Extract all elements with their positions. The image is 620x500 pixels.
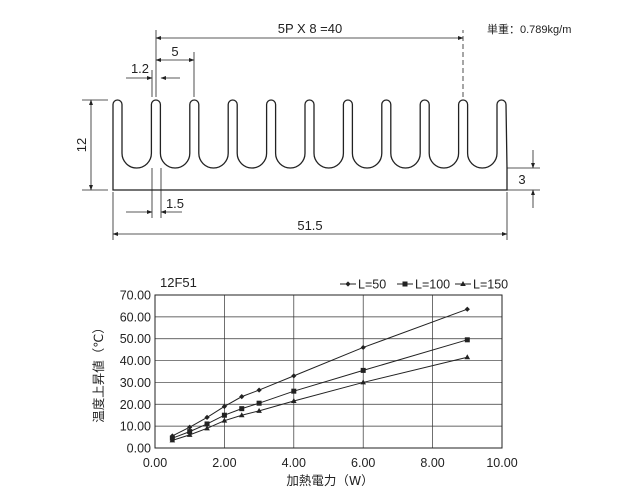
- legend-marker: [402, 281, 408, 287]
- height-dimension: 12: [74, 99, 108, 191]
- chart-legend: L=50 L=100 L=150: [340, 278, 508, 292]
- chart: 12F51 0.00 2.00 4.00 6.00 8.00 10.00 0.00 10.0…: [91, 275, 518, 488]
- fin-thickness-dimension: 1.2: [126, 61, 180, 97]
- y-tick-label: 70.00: [120, 289, 151, 303]
- height-label: 12: [74, 138, 89, 152]
- width-dimension: 51.5: [112, 192, 508, 240]
- x-tick-label: 0.00: [143, 456, 167, 470]
- data-point: [291, 373, 297, 379]
- data-point: [204, 414, 210, 420]
- data-point: [239, 394, 245, 400]
- x-tick-label: 6.00: [351, 456, 375, 470]
- x-axis-label: 加熱電力（W）: [286, 473, 373, 488]
- legend-label: L=100: [415, 278, 450, 292]
- legend-item: L=50: [340, 278, 386, 292]
- y-tick-labels: 0.00 10.00 20.00 30.00 40.00 50.00 60.00 70.00: [120, 289, 151, 456]
- data-point: [238, 412, 245, 418]
- x-tick-label: 10.00: [486, 456, 517, 470]
- data-point: [186, 431, 193, 437]
- data-point: [256, 387, 262, 393]
- weight-label: 単重：0.789kg/m: [487, 22, 571, 36]
- data-point: [360, 379, 366, 385]
- fin-pitch-dimension: 5: [155, 44, 195, 97]
- data-point: [187, 424, 193, 430]
- y-tick-label: 50.00: [120, 332, 151, 346]
- data-point: [221, 412, 227, 418]
- y-tick-label: 0.00: [127, 442, 151, 456]
- legend-item: L=100: [397, 278, 450, 292]
- fin-thickness-label: 1.2: [131, 61, 149, 76]
- heatsink-outline: [112, 99, 508, 191]
- data-point: [360, 367, 366, 373]
- series-line: [172, 356, 468, 441]
- y-tick-label: 30.00: [120, 376, 151, 390]
- series-line: [172, 339, 468, 439]
- x-tick-label: 4.00: [282, 456, 306, 470]
- plot-frame: [154, 294, 503, 449]
- data-point: [256, 407, 262, 413]
- legend-item: L=150: [455, 278, 508, 292]
- data-point: [464, 306, 470, 312]
- data-point: [204, 425, 210, 431]
- gap-dimension: 1.5: [126, 168, 184, 218]
- data-point: [256, 400, 262, 406]
- x-tick-label: 2.00: [212, 456, 236, 470]
- data-point: [360, 344, 366, 351]
- series-l-100: [169, 337, 470, 441]
- data-point: [169, 437, 176, 443]
- y-tick-label: 10.00: [120, 420, 151, 434]
- legend-marker: [345, 281, 351, 287]
- data-point: [221, 403, 227, 410]
- data-point: [187, 429, 193, 435]
- data-point: [291, 388, 297, 394]
- data-point: [239, 406, 245, 412]
- series-line: [172, 308, 468, 437]
- data-point: [221, 417, 228, 423]
- series-l-150: [169, 354, 471, 443]
- y-axis-label: 温度上昇値（℃）: [91, 321, 106, 423]
- gap-label: 1.5: [166, 196, 184, 211]
- legend-label: L=150: [473, 278, 508, 292]
- width-label: 51.5: [297, 218, 322, 233]
- chart-title: 12F51: [160, 275, 197, 290]
- base-thickness-label: 3: [518, 172, 525, 187]
- heatsink-profile: 5P X 8 =40 5 1.2 12 3: [74, 21, 540, 240]
- data-point: [291, 398, 297, 404]
- data-point: [204, 421, 210, 427]
- legend-label: L=50: [358, 278, 386, 292]
- base-thickness-dimension: 3: [507, 150, 540, 208]
- chart-series: [169, 306, 471, 443]
- series-l-50: [169, 306, 470, 439]
- fin-pitch-label: 5: [171, 44, 178, 59]
- data-point: [464, 337, 470, 343]
- x-tick-label: 8.00: [420, 456, 444, 470]
- y-tick-label: 40.00: [120, 354, 151, 368]
- y-tick-label: 20.00: [120, 398, 151, 412]
- data-point: [464, 354, 471, 360]
- x-tick-labels: 0.00 2.00 4.00 6.00 8.00 10.00: [143, 456, 518, 470]
- pitch-dimension: 5P X 8 =40: [155, 21, 464, 97]
- pitch-label: 5P X 8 =40: [278, 21, 342, 36]
- legend-marker: [460, 281, 466, 286]
- y-tick-label: 60.00: [120, 310, 151, 324]
